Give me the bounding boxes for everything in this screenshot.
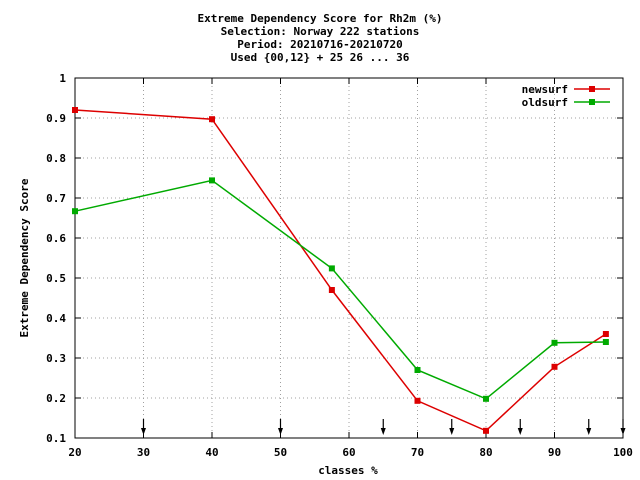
- y-tick-label: 0.9: [46, 112, 66, 125]
- data-point-newsurf: [209, 116, 215, 123]
- class-marker-arrowhead: [141, 428, 146, 435]
- class-marker-arrowhead: [517, 428, 523, 435]
- x-tick-label: 100: [613, 446, 633, 459]
- data-point-newsurf: [414, 397, 421, 404]
- y-tick-label: 0.1: [46, 432, 66, 445]
- class-marker-arrowhead: [278, 428, 283, 435]
- chart-title-line-3: Period: 20210716-20210720: [237, 38, 403, 51]
- y-tick-label: 0.5: [46, 272, 66, 285]
- y-tick-label: 1: [59, 72, 66, 85]
- data-point-oldsurf: [414, 367, 421, 373]
- x-tick-label: 90: [548, 446, 561, 459]
- data-point-newsurf: [602, 331, 609, 337]
- y-tick-label: 0.7: [46, 192, 66, 205]
- series-line-oldsurf: [74, 179, 606, 400]
- legend-marker-oldsurf: [589, 99, 595, 105]
- y-tick-label: 0.6: [46, 232, 66, 245]
- data-point-oldsurf: [328, 265, 335, 272]
- x-axis-label: classes %: [318, 464, 378, 477]
- chart-title-line-1: Extreme Dependency Score for Rh2m (%): [197, 12, 443, 25]
- y-tick-label: 0.8: [46, 152, 66, 165]
- x-tick-label: 50: [274, 446, 287, 459]
- x-tick-label: 70: [411, 446, 424, 459]
- x-tick-label: 80: [479, 446, 492, 459]
- legend-marker-newsurf: [589, 86, 595, 92]
- class-marker-arrowhead: [380, 428, 386, 435]
- chart-title-line-2: Selection: Norway 222 stations: [220, 25, 420, 38]
- y-axis-label: Extreme Dependency Score: [18, 178, 31, 337]
- y-tick-label: 0.3: [46, 352, 66, 365]
- class-marker-arrowhead: [586, 428, 592, 435]
- class-marker-arrowhead: [620, 428, 626, 435]
- legend-label-oldsurf: oldsurf: [522, 96, 568, 109]
- data-point-newsurf: [551, 363, 558, 370]
- data-point-oldsurf: [72, 208, 78, 215]
- data-point-newsurf: [483, 427, 489, 434]
- x-tick-label: 30: [137, 446, 150, 459]
- y-tick-label: 0.4: [46, 312, 66, 325]
- chart-title-line-4: Used {00,12} + 25 26 ... 36: [230, 51, 410, 64]
- data-point-newsurf: [72, 107, 78, 113]
- data-point-newsurf: [328, 287, 335, 293]
- data-point-oldsurf: [483, 395, 489, 402]
- data-point-oldsurf: [551, 339, 558, 346]
- x-tick-label: 20: [68, 446, 81, 459]
- series-line-newsurf: [74, 109, 607, 432]
- data-point-oldsurf: [602, 339, 609, 345]
- x-tick-label: 60: [342, 446, 355, 459]
- y-tick-label: 0.2: [46, 392, 66, 405]
- legend-label-newsurf: newsurf: [522, 83, 568, 96]
- class-marker-arrowhead: [449, 428, 455, 435]
- data-point-oldsurf: [209, 177, 215, 184]
- x-tick-label: 40: [205, 446, 218, 459]
